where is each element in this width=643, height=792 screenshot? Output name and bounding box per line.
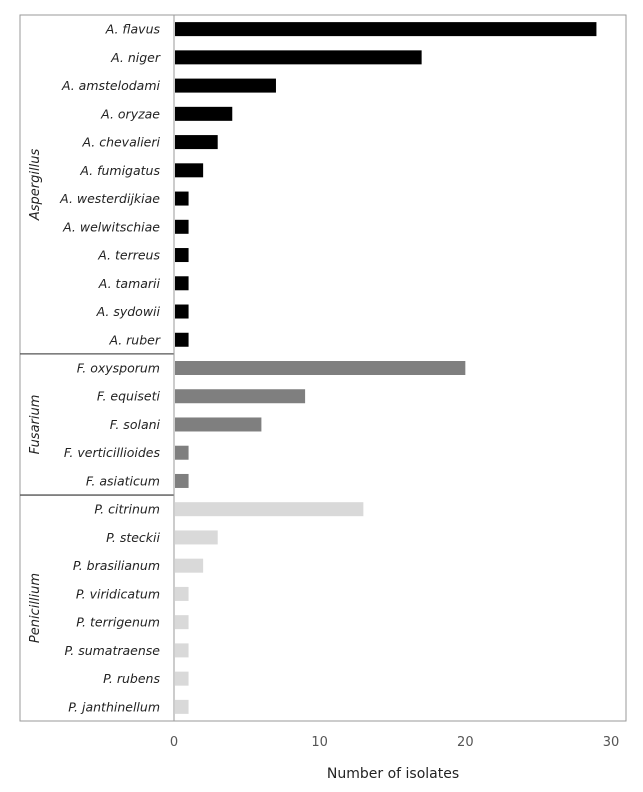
bar-p-citrinum [175, 502, 364, 517]
category-label-p-viridicatum: P. viridicatum [76, 586, 160, 601]
category-label-p-brasilianum: P. brasilianum [73, 558, 160, 573]
bar-a-sydowii [175, 304, 189, 319]
category-label-a-sydowii: A. sydowii [96, 304, 161, 319]
category-label-f-oxysporum: F. oxysporum [77, 361, 160, 376]
category-label-a-terreus: A. terreus [97, 248, 160, 263]
group-label-penicillium: Penicillium [28, 573, 43, 643]
category-label-f-solani: F. solani [110, 417, 161, 432]
bar-a-terreus [175, 248, 189, 263]
category-label-a-amstelodami: A. amstelodami [61, 78, 161, 93]
bar-f-asiaticum [175, 473, 189, 488]
bar-p-brasilianum [175, 558, 204, 573]
category-label-a-oryzae: A. oryzae [100, 106, 160, 121]
category-label-f-asiaticum: F. asiaticum [86, 473, 160, 488]
category-label-a-westerdijkiae: A. westerdijkiae [59, 191, 160, 206]
group-label-fusarium: Fusarium [28, 395, 43, 455]
bar-p-rubens [175, 671, 189, 686]
bar-f-solani [175, 417, 262, 432]
bar-a-oryzae [175, 106, 233, 121]
category-label-p-rubens: P. rubens [103, 671, 160, 686]
bar-a-chevalieri [175, 135, 218, 150]
bar-a-niger [175, 50, 422, 65]
category-label-p-sumatraense: P. sumatraense [64, 643, 160, 658]
category-label-a-ruber: A. ruber [108, 332, 160, 347]
bar-p-janthinellum [175, 699, 189, 714]
category-label-f-verticillioides: F. verticillioides [64, 445, 161, 460]
category-label-p-steckii: P. steckii [106, 530, 160, 545]
category-label-a-chevalieri: A. chevalieri [81, 135, 160, 150]
x-tick-label-0: 0 [170, 735, 178, 750]
bar-f-verticillioides [175, 445, 189, 460]
category-label-p-citrinum: P. citrinum [94, 502, 160, 517]
bar-p-viridicatum [175, 586, 189, 601]
bar-a-tamarii [175, 276, 189, 291]
bar-f-equiseti [175, 389, 306, 404]
bar-a-fumigatus [175, 163, 204, 178]
category-label-a-niger: A. niger [110, 50, 161, 65]
category-label-p-janthinellum: P. janthinellum [68, 699, 160, 714]
group-label-aspergillus: Aspergillus [28, 149, 43, 222]
bar-p-sumatraense [175, 643, 189, 658]
bar-p-terrigenum [175, 615, 189, 630]
x-tick-label-20: 20 [457, 735, 474, 750]
category-label-p-terrigenum: P. terrigenum [76, 615, 160, 630]
category-label-a-tamarii: A. tamarii [98, 276, 161, 291]
category-label-a-flavus: A. flavus [105, 22, 161, 37]
plot-frame [19, 14, 627, 722]
bar-a-amstelodami [175, 78, 276, 93]
bar-a-flavus [175, 22, 597, 37]
x-axis-label: Number of isolates [327, 766, 459, 782]
bar-f-oxysporum [175, 361, 466, 375]
bar-a-ruber [175, 332, 189, 347]
category-label-a-fumigatus: A. fumigatus [79, 163, 160, 178]
x-tick-label-10: 10 [311, 735, 328, 750]
category-label-f-equiseti: F. equiseti [97, 389, 161, 404]
bar-a-welwitschiae [175, 219, 189, 234]
x-tick-label-30: 30 [603, 735, 620, 750]
bar-a-westerdijkiae [175, 191, 189, 206]
category-label-a-welwitschiae: A. welwitschiae [62, 219, 160, 234]
bar-p-steckii [175, 530, 218, 545]
